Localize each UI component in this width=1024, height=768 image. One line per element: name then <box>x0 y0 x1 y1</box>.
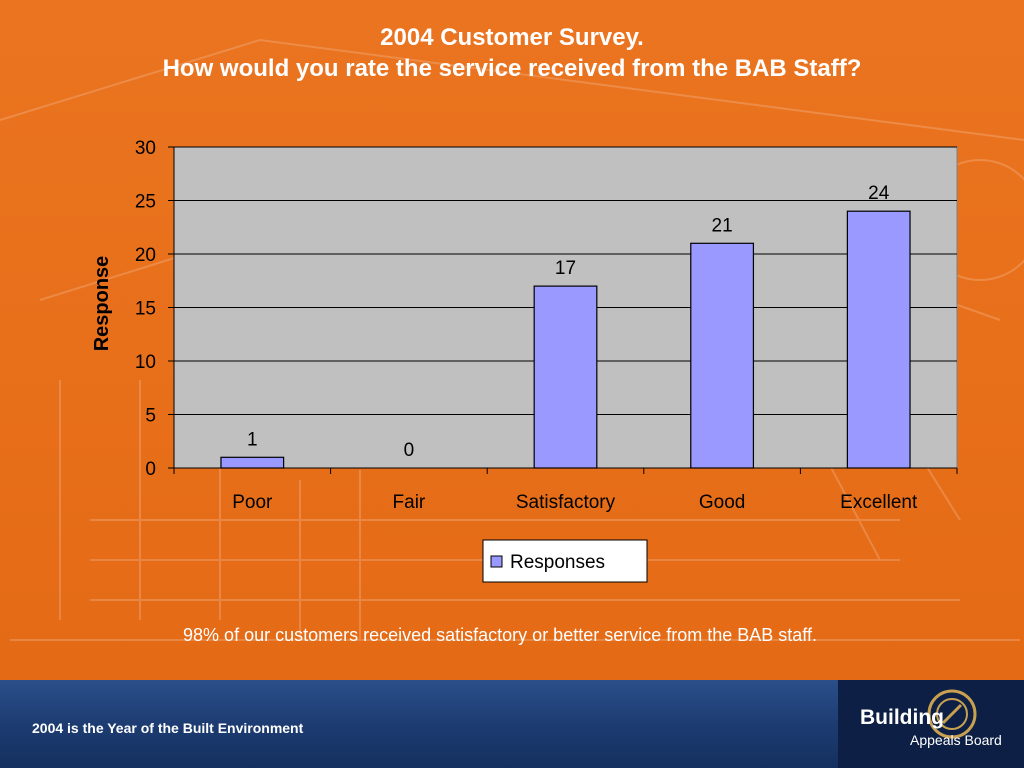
slide-title: 2004 Customer Survey. How would you rate… <box>0 22 1024 84</box>
data-label: 17 <box>555 258 576 279</box>
y-axis-label: Response <box>91 256 113 352</box>
x-tick-labels: Poor Fair Satisfactory Good Excellent <box>232 492 918 513</box>
seal-icon <box>927 689 977 739</box>
title-line-1: 2004 Customer Survey. <box>380 24 644 51</box>
legend-label: Responses <box>510 552 605 573</box>
bar-poor <box>220 456 285 469</box>
data-label: 0 <box>404 440 415 461</box>
y-tick-label: 15 <box>135 299 156 320</box>
x-tick-label: Good <box>699 492 745 513</box>
y-tick-label: 30 <box>135 138 156 159</box>
footer-bar: 2004 is the Year of the Built Environmen… <box>0 680 1024 768</box>
bab-logo: Building Appeals Board <box>838 680 1024 768</box>
y-tick-label: 10 <box>135 352 156 373</box>
footer-tagline: 2004 is the Year of the Built Environmen… <box>32 720 304 736</box>
y-tick-label: 25 <box>135 192 156 213</box>
y-tick-label: 0 <box>145 459 156 480</box>
y-tick-label: 20 <box>135 245 156 266</box>
legend-swatch <box>490 555 503 568</box>
axes-group <box>168 146 958 474</box>
x-tick-label: Excellent <box>840 492 918 513</box>
bar-good <box>690 242 755 469</box>
legend-box <box>482 539 648 583</box>
title-line-2: How would you rate the service received … <box>162 55 862 82</box>
summary-caption: 98% of our customers received satisfacto… <box>183 625 817 645</box>
data-labels-group: 1 0 17 21 24 <box>247 183 890 461</box>
y-tick-labels: 0 5 10 15 20 25 30 <box>135 138 156 480</box>
data-label: 1 <box>247 429 258 450</box>
x-tick-label: Poor <box>232 492 273 513</box>
logo-text-appeals-board: Appeals Board <box>910 732 1002 748</box>
logo-text-building: Building <box>860 706 944 729</box>
x-tick-label: Satisfactory <box>516 492 616 513</box>
bar-satisfactory <box>533 285 598 469</box>
data-label: 21 <box>712 215 733 236</box>
bars-group <box>220 210 911 469</box>
bar-excellent <box>846 210 911 469</box>
x-tick-label: Fair <box>393 492 426 513</box>
data-label: 24 <box>868 183 890 204</box>
y-tick-label: 5 <box>145 406 156 427</box>
legend: Responses <box>482 539 648 583</box>
